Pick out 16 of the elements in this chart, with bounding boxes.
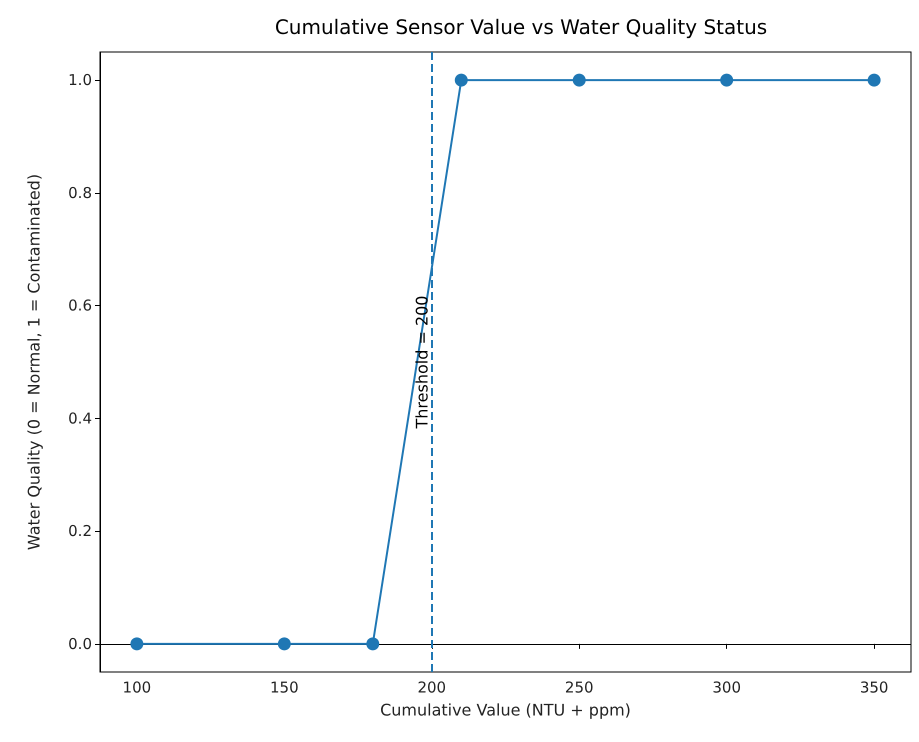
x-tick-label: 350 — [860, 678, 888, 696]
y-tick-label: 0.0 — [68, 634, 92, 653]
x-axis-title: Cumulative Value (NTU + ppm) — [380, 700, 631, 720]
y-tick-label: 0.8 — [68, 184, 92, 202]
x-tick-label: 300 — [712, 678, 741, 696]
y-tick-label: 0.6 — [68, 296, 92, 315]
chart-title: Cumulative Sensor Value vs Water Quality Status — [274, 15, 768, 39]
y-tick-label: 0.4 — [68, 409, 92, 428]
x-tick-label: 150 — [270, 678, 299, 696]
x-tick-label: 200 — [417, 678, 446, 696]
x-tick-label: 250 — [564, 678, 594, 696]
y-axis-title: Water Quality (0 = Normal, 1 = Contaminated) — [24, 174, 44, 550]
y-tick-label: 0.2 — [68, 522, 92, 540]
y-tick-label: 1.0 — [68, 71, 92, 90]
ref-line-label: Threshold = 200 — [412, 296, 432, 430]
x-tick-label: 100 — [122, 678, 152, 696]
